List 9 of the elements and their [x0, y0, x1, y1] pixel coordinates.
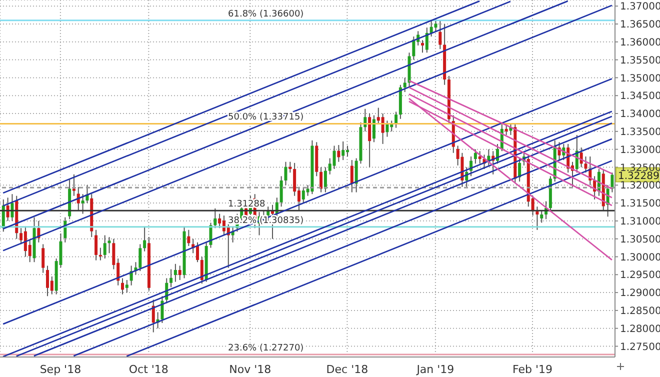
x-tick-label: Jan '19: [416, 362, 454, 376]
ref-line-label: 23.6% (1.27270): [228, 343, 304, 354]
x-tick-label: Nov '18: [229, 362, 272, 376]
x-tick-label: Oct '18: [128, 362, 168, 376]
x-tick-label: Sep '18: [40, 362, 82, 376]
x-tick-label: Feb '19: [512, 362, 552, 376]
x-tick-label: Dec '18: [326, 362, 368, 376]
annotation: 1.32289: [618, 170, 660, 182]
ref-line-label: 61.8% (1.36600): [228, 9, 304, 20]
